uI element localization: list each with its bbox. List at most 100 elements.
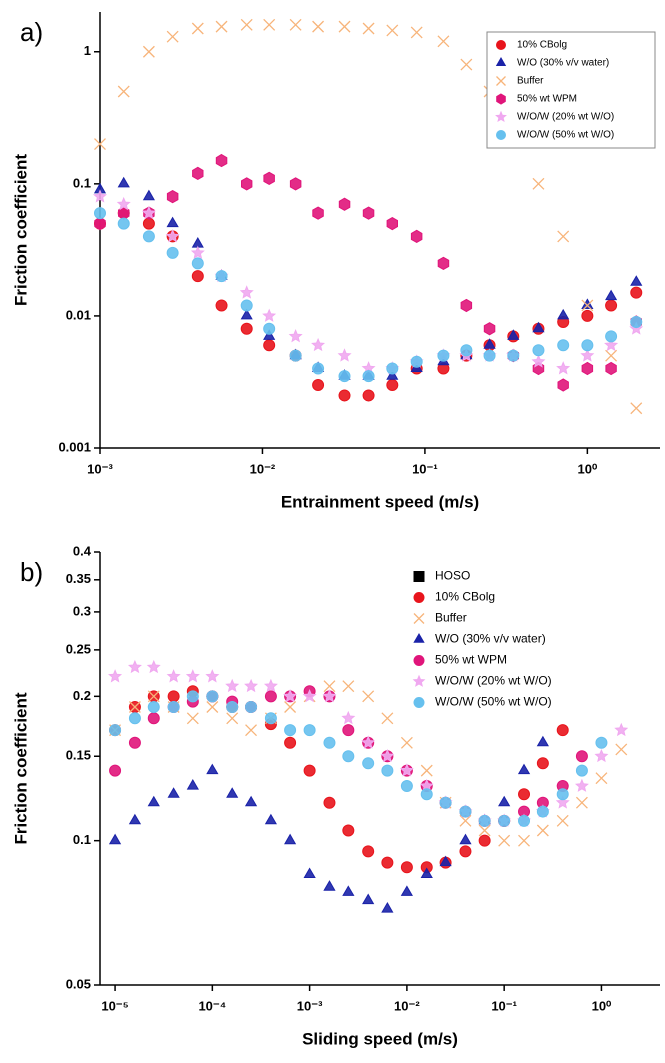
marker: [283, 689, 298, 703]
marker: [284, 701, 297, 713]
marker: [186, 690, 199, 703]
marker: [263, 329, 276, 340]
marker: [517, 763, 531, 775]
marker: [536, 824, 549, 837]
marker: [581, 361, 594, 376]
marker: [190, 245, 205, 259]
marker: [289, 177, 302, 191]
x-tick-label: 10⁻³: [297, 998, 323, 1013]
marker: [413, 633, 425, 643]
marker: [166, 190, 179, 204]
marker: [323, 880, 336, 891]
marker: [191, 257, 204, 270]
marker: [630, 286, 643, 299]
marker: [574, 778, 589, 792]
marker: [460, 58, 473, 71]
marker: [264, 712, 277, 725]
marker: [400, 780, 413, 793]
marker: [226, 701, 239, 714]
marker: [605, 289, 618, 301]
marker: [117, 176, 130, 188]
marker: [437, 256, 450, 270]
marker: [241, 177, 253, 191]
marker: [483, 322, 496, 336]
marker: [323, 680, 336, 693]
marker: [483, 349, 496, 362]
marker: [381, 901, 394, 913]
marker: [263, 322, 276, 335]
marker: [108, 833, 122, 845]
marker: [555, 795, 570, 809]
marker: [400, 861, 413, 874]
marker: [167, 787, 180, 798]
legend-label: 10% CBolg: [435, 590, 495, 604]
marker: [557, 339, 570, 352]
marker: [312, 206, 324, 220]
marker: [413, 655, 425, 666]
legend-label: W/O/W (20% wt W/O): [435, 674, 552, 688]
marker: [338, 389, 351, 402]
marker: [478, 834, 491, 847]
marker: [536, 735, 549, 747]
marker: [532, 344, 545, 357]
marker: [303, 764, 316, 777]
marker: [556, 814, 569, 827]
marker: [362, 690, 375, 703]
marker: [362, 893, 375, 905]
marker: [128, 813, 142, 825]
y-axis-title: Friction coefficient: [11, 692, 30, 844]
marker: [594, 748, 609, 763]
y-tick-label: 0.001: [58, 439, 91, 454]
marker: [413, 571, 425, 582]
marker: [581, 298, 594, 309]
marker: [498, 814, 511, 827]
y-tick-label: 0.1: [73, 175, 91, 190]
marker: [337, 348, 352, 362]
marker: [342, 724, 355, 737]
marker: [557, 230, 570, 243]
marker: [459, 805, 472, 818]
marker: [630, 402, 643, 415]
marker: [284, 736, 297, 749]
marker: [498, 795, 511, 807]
marker: [322, 689, 337, 703]
y-tick-label: 0.1: [73, 832, 91, 847]
marker: [167, 690, 180, 703]
marker: [518, 834, 530, 847]
marker: [263, 339, 276, 352]
marker: [518, 814, 531, 827]
y-tick-label: 0.01: [66, 307, 91, 322]
marker: [605, 349, 618, 362]
marker: [439, 855, 452, 867]
marker: [386, 378, 399, 391]
marker: [536, 805, 549, 818]
marker: [303, 724, 316, 737]
marker: [557, 308, 570, 320]
marker: [413, 697, 425, 708]
marker: [206, 701, 219, 713]
marker: [439, 796, 452, 809]
legend-label: Buffer: [435, 611, 467, 625]
marker: [128, 701, 141, 713]
marker: [342, 750, 355, 763]
marker: [604, 337, 619, 352]
marker: [186, 778, 199, 790]
marker: [459, 833, 472, 845]
marker: [94, 217, 106, 231]
marker: [386, 217, 398, 231]
marker: [410, 229, 423, 243]
x-axis-title: Sliding speed (m/s): [302, 1029, 458, 1048]
marker: [166, 669, 181, 683]
marker: [147, 795, 160, 807]
marker: [108, 669, 123, 683]
marker: [264, 813, 277, 825]
x-tick-label: 10⁻²: [250, 461, 276, 476]
marker: [605, 361, 617, 376]
marker: [381, 712, 394, 725]
marker: [128, 736, 141, 749]
marker: [412, 674, 426, 687]
marker: [312, 378, 325, 391]
marker: [312, 20, 325, 33]
marker: [128, 712, 141, 725]
marker: [240, 322, 253, 335]
